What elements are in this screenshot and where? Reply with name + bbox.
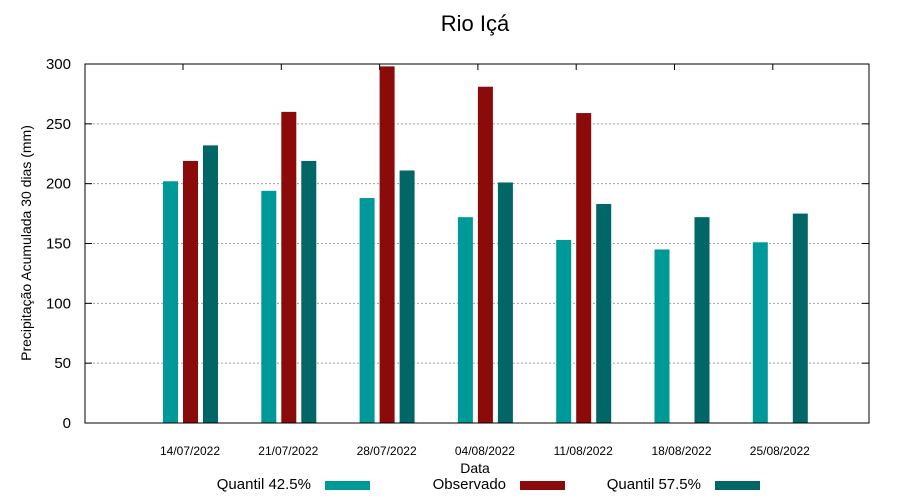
y-tick-label: 250 xyxy=(46,116,71,133)
bar-quantil-42-5--0 xyxy=(163,181,178,423)
legend: Quantil 42.5% Observado Quantil 57.5% xyxy=(217,476,760,493)
y-tick-label: 0 xyxy=(63,415,71,432)
grid-lines xyxy=(85,123,869,364)
bar-quantil-42-5--2 xyxy=(359,198,375,423)
bar-quantil-57-5--3 xyxy=(497,182,513,423)
legend-swatch xyxy=(520,481,565,490)
bar-quantil-57-5--4 xyxy=(596,204,612,423)
y-axis-ticks: 0 50 100 150 200 250 300 xyxy=(46,56,869,432)
bar-quantil-42-5--5 xyxy=(654,249,670,423)
bar-quantil-57-5--6 xyxy=(792,213,808,423)
y-tick-label: 50 xyxy=(54,355,71,372)
bar-observado-4 xyxy=(576,113,592,424)
bar-quantil-57-5--2 xyxy=(399,170,415,423)
x-tick-label: 11/08/2022 xyxy=(554,444,613,458)
legend-swatch xyxy=(325,481,370,490)
y-tick-label: 150 xyxy=(46,236,71,253)
y-tick-label: 300 xyxy=(46,56,71,73)
x-tick-label: 25/08/2022 xyxy=(750,444,810,458)
bar-quantil-57-5--0 xyxy=(203,145,218,423)
x-axis-label: Data xyxy=(460,460,490,476)
y-tick-label: 200 xyxy=(46,176,71,193)
x-tick-label: 28/07/2022 xyxy=(357,444,417,458)
bar-quantil-57-5--1 xyxy=(301,160,317,423)
bar-quantil-42-5--4 xyxy=(556,239,572,423)
x-tick-label: 21/07/2022 xyxy=(258,444,318,458)
chart-title: Rio Içá xyxy=(441,11,510,36)
legend-label: Quantil 57.5% xyxy=(607,476,701,493)
x-tick-label: 18/08/2022 xyxy=(651,444,711,458)
bar-observado-1 xyxy=(281,111,297,423)
bars xyxy=(163,66,808,424)
x-axis-ticks: 14/07/2022 21/07/2022 28/07/2022 04/08/2022… xyxy=(160,64,810,458)
bar-quantil-42-5--6 xyxy=(752,242,768,423)
y-tick-label: 100 xyxy=(46,295,71,312)
legend-label: Quantil 42.5% xyxy=(217,476,311,493)
bar-observado-3 xyxy=(477,86,493,423)
bar-quantil-42-5--1 xyxy=(261,190,277,423)
bar-quantil-57-5--5 xyxy=(694,217,710,423)
legend-swatch xyxy=(715,481,760,490)
legend-label: Observado xyxy=(433,476,506,493)
x-tick-label: 04/08/2022 xyxy=(455,444,515,458)
bar-quantil-42-5--3 xyxy=(457,217,473,423)
x-tick-label: 14/07/2022 xyxy=(160,444,220,458)
bar-observado-0 xyxy=(183,160,198,423)
bar-observado-2 xyxy=(379,66,395,423)
y-axis-label: Precipitação Acumulada 30 dias (mm) xyxy=(18,125,34,361)
